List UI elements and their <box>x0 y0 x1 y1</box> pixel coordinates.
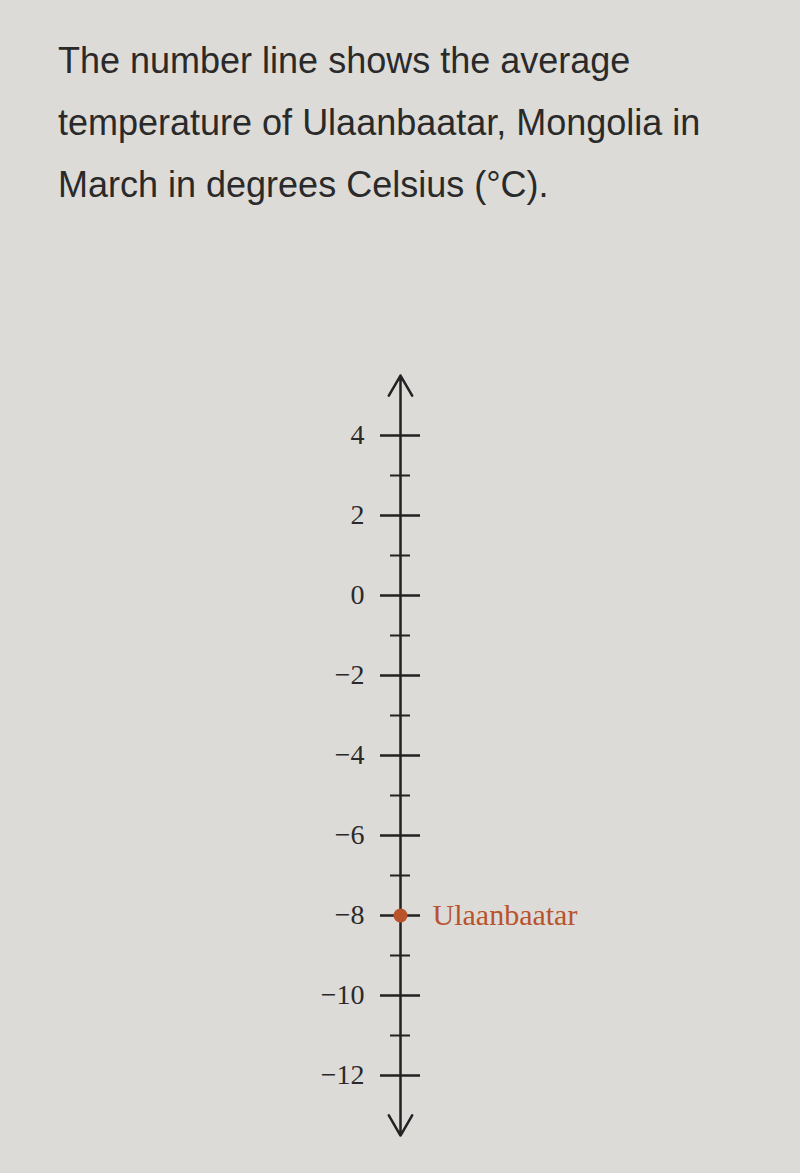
svg-text:−12: −12 <box>321 1059 365 1090</box>
svg-text:−2: −2 <box>335 659 365 690</box>
svg-text:Ulaanbaatar: Ulaanbaatar <box>433 898 578 931</box>
svg-text:2: 2 <box>351 499 365 530</box>
svg-text:−4: −4 <box>335 739 365 770</box>
svg-text:−10: −10 <box>321 979 365 1010</box>
svg-text:0: 0 <box>351 579 365 610</box>
svg-text:−8: −8 <box>335 899 365 930</box>
svg-text:4: 4 <box>351 419 365 450</box>
html-text:The number line shows the aver: The number line shows the average temper… <box>58 40 701 205</box>
svg-text:−6: −6 <box>335 819 365 850</box>
